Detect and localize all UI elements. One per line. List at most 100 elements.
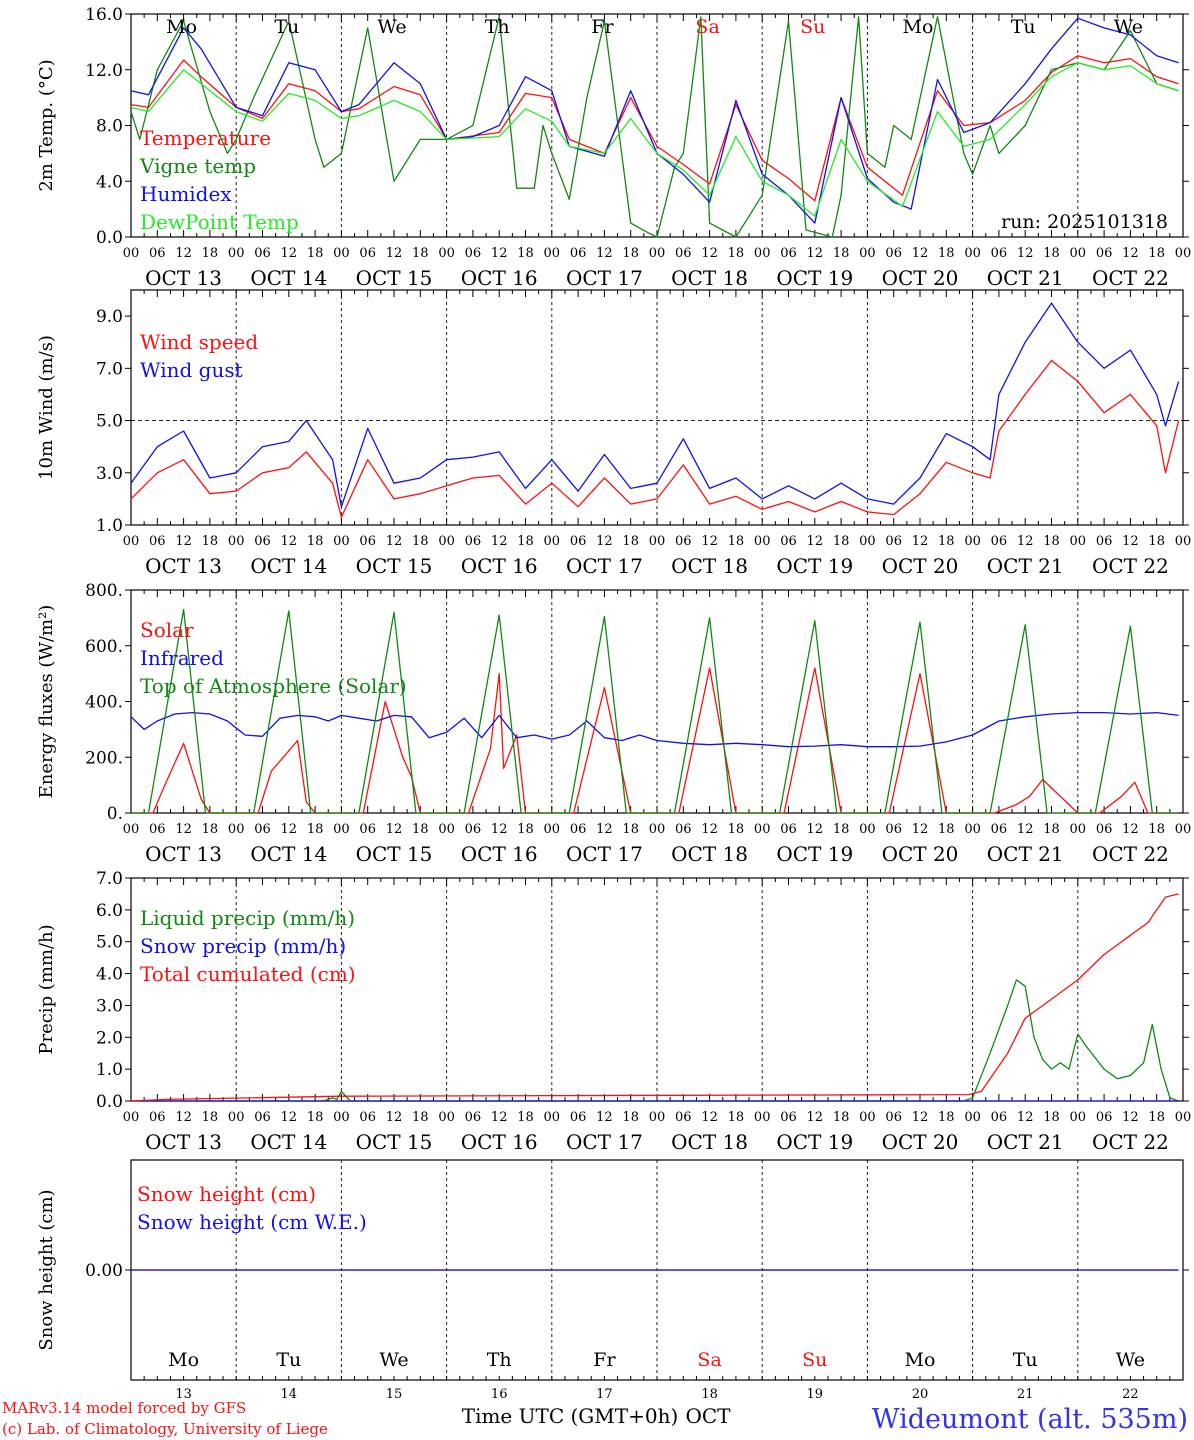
date-label: OCT 16 <box>461 554 538 578</box>
hour-tick-label: 18 <box>938 1110 955 1125</box>
series-line-liquid-precip-mm-h- <box>131 979 1179 1102</box>
hour-tick-label: 00 <box>859 822 876 837</box>
hour-tick-label: 12 <box>491 534 508 549</box>
y-tick-label: 200. <box>85 748 123 768</box>
date-label: OCT 21 <box>987 266 1064 290</box>
hour-tick-label: 00 <box>1175 246 1192 261</box>
hour-tick-label: 12 <box>807 246 824 261</box>
weekday-label: Fr <box>591 16 614 38</box>
legend-entry: DewPoint Temp <box>140 210 299 234</box>
hour-tick-label: 18 <box>622 1110 639 1125</box>
y-axis-title: 10m Wind (m/s) <box>36 335 57 480</box>
hour-tick-label: 18 <box>833 534 850 549</box>
hour-tick-label: 06 <box>465 1110 482 1125</box>
hour-tick-label: 00 <box>1175 822 1192 837</box>
y-tick-label: 5.0 <box>96 412 123 432</box>
hour-tick-label: 12 <box>596 246 613 261</box>
y-axis-title: Snow height (cm) <box>36 1189 57 1350</box>
series-line-wind-gust <box>130 302 1180 508</box>
date-label: OCT 18 <box>671 1130 748 1154</box>
date-label: OCT 16 <box>461 266 538 290</box>
hour-tick-label: 00 <box>544 534 561 549</box>
hour-tick-label: 06 <box>465 534 482 549</box>
hour-tick-label: 00 <box>964 534 981 549</box>
date-label: OCT 20 <box>882 554 959 578</box>
date-label: OCT 14 <box>250 266 327 290</box>
hour-tick-label: 06 <box>780 822 797 837</box>
hour-tick-label: 06 <box>780 246 797 261</box>
hour-tick-label: 00 <box>649 822 666 837</box>
y-tick-label: 3.0 <box>96 996 123 1016</box>
hour-tick-label: 12 <box>596 534 613 549</box>
y-tick-label: 600. <box>85 637 123 657</box>
hour-tick-label: 18 <box>307 534 324 549</box>
date-label: OCT 16 <box>461 842 538 866</box>
hour-tick-label: 06 <box>991 822 1008 837</box>
hour-tick-label: 06 <box>1096 822 1113 837</box>
hour-tick-label: 18 <box>1148 246 1165 261</box>
hour-tick-label: 12 <box>912 246 929 261</box>
series-line-total-cumulated-cm- <box>130 893 1179 1102</box>
hour-tick-label: 18 <box>412 1110 429 1125</box>
series-line-top-of-atmosphere-solar- <box>131 608 1179 814</box>
hour-tick-label: 18 <box>1148 822 1165 837</box>
hour-tick-label: 12 <box>386 1110 403 1125</box>
date-label: OCT 22 <box>1092 554 1169 578</box>
hour-tick-label: 12 <box>175 1110 192 1125</box>
hour-tick-label: 18 <box>1148 1110 1165 1125</box>
hour-tick-label: 18 <box>938 246 955 261</box>
legend-entry: Snow precip (mm/h) <box>140 934 346 958</box>
date-label: OCT 21 <box>987 1130 1064 1154</box>
hour-tick-label: 12 <box>491 1110 508 1125</box>
hour-tick-label: 00 <box>438 1110 455 1125</box>
hour-tick-label: 06 <box>675 534 692 549</box>
hour-tick-label: 00 <box>649 534 666 549</box>
weekday-label: We <box>379 1349 408 1371</box>
hour-tick-label: 12 <box>281 534 298 549</box>
hour-tick-label: 00 <box>123 534 140 549</box>
credit-line-1: MARv3.14 model forced by GFS <box>2 1399 246 1417</box>
hour-tick-label: 12 <box>701 534 718 549</box>
time-axis-label: Time UTC (GMT+0h) <box>462 1404 679 1428</box>
panel-frame <box>130 589 1184 814</box>
date-label: OCT 15 <box>356 842 433 866</box>
day-number-label: 13 <box>175 1387 192 1402</box>
hour-tick-label: 06 <box>675 246 692 261</box>
series-line-wind-speed <box>130 359 1180 518</box>
hour-tick-label: 06 <box>359 822 376 837</box>
y-tick-label: 9.0 <box>96 307 123 327</box>
hour-tick-label: 12 <box>1017 534 1034 549</box>
day-number-label: 22 <box>1122 1387 1139 1402</box>
weekday-label: We <box>377 16 406 38</box>
date-label: OCT 22 <box>1092 266 1169 290</box>
hour-tick-label: 00 <box>228 1110 245 1125</box>
hour-tick-label: 00 <box>964 822 981 837</box>
hour-tick-label: 12 <box>175 534 192 549</box>
hour-tick-label: 12 <box>1017 822 1034 837</box>
hour-tick-label: 18 <box>833 1110 850 1125</box>
y-tick-label: 0.00 <box>85 1261 123 1281</box>
weekday-label: Mo <box>168 1349 199 1371</box>
hour-tick-label: 06 <box>570 822 587 837</box>
weekday-label: Tu <box>274 16 299 38</box>
hour-tick-label: 18 <box>412 246 429 261</box>
weekday-label: Mo <box>903 16 934 38</box>
hour-tick-label: 18 <box>517 534 534 549</box>
hour-tick-label: 06 <box>570 1110 587 1125</box>
hour-tick-label: 00 <box>544 246 561 261</box>
date-label: OCT 17 <box>566 554 643 578</box>
hour-tick-label: 12 <box>912 1110 929 1125</box>
y-tick-label: 0.0 <box>96 228 123 248</box>
hour-tick-label: 12 <box>386 534 403 549</box>
weekday-label: Th <box>487 1349 512 1371</box>
hour-tick-label: 06 <box>149 534 166 549</box>
day-number-label: 19 <box>807 1387 824 1402</box>
hour-tick-label: 00 <box>754 822 771 837</box>
date-label: OCT 22 <box>1092 842 1169 866</box>
hour-tick-label: 18 <box>728 246 745 261</box>
hour-tick-label: 00 <box>1070 534 1087 549</box>
legend-entry: Top of Atmosphere (Solar) <box>140 674 407 698</box>
hour-tick-label: 06 <box>254 246 271 261</box>
date-label: OCT 18 <box>671 554 748 578</box>
